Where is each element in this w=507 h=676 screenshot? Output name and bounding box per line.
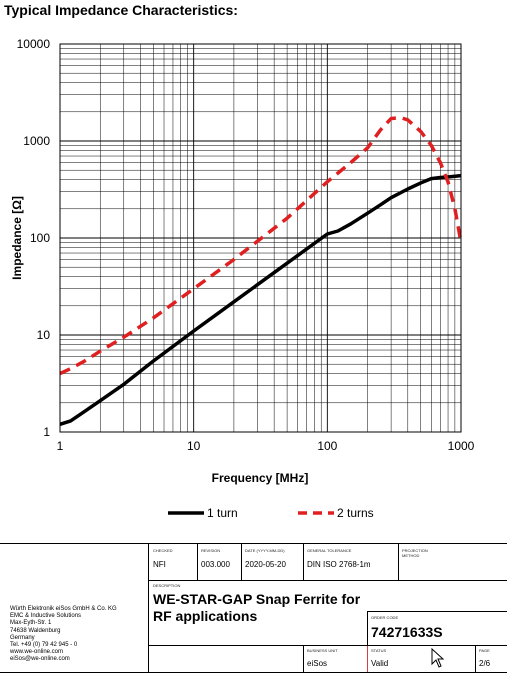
legend-label: 2 turns bbox=[337, 506, 374, 520]
company-line: EMC & Inductive Solutions bbox=[10, 613, 82, 620]
projection-caption: PROJECTION METHOD bbox=[402, 548, 428, 558]
y-tick-label: 1000 bbox=[23, 134, 50, 148]
y-tick-label: 10 bbox=[37, 328, 51, 342]
y-tick-label: 10000 bbox=[17, 37, 51, 51]
y-tick-label: 1 bbox=[43, 425, 50, 439]
company-line[interactable]: eiSos@we-online.com bbox=[10, 656, 70, 663]
tolerance-caption: GENERAL TOLERANCE bbox=[307, 548, 352, 553]
description-caption: DESCRIPTION bbox=[153, 583, 181, 588]
company-line: Tel. +49 (0) 79 42 945 - 0 bbox=[10, 642, 78, 649]
company-line: Würth Elektronik eiSos GmbH & Co. KG bbox=[10, 606, 117, 612]
business-unit-caption: BUSINESS UNIT bbox=[307, 648, 338, 653]
legend-label: 1 turn bbox=[207, 506, 238, 520]
x-tick-label: 100 bbox=[317, 439, 337, 453]
company-line[interactable]: www.we-online.com bbox=[10, 649, 64, 656]
status-caption: STATUS bbox=[371, 648, 387, 653]
y-tick-label: 100 bbox=[30, 231, 50, 245]
series-line-2 bbox=[59, 115, 463, 376]
series-line-1 bbox=[59, 173, 462, 426]
tick-labels: 1 10 100 1000 1 10 100 1000 10000 bbox=[17, 37, 475, 453]
tolerance-value: DIN ISO 2768-1m bbox=[307, 560, 371, 569]
checked-caption: CHECKED bbox=[153, 548, 173, 553]
company-line: Germany bbox=[10, 634, 35, 641]
plot-frame bbox=[59, 43, 462, 433]
mouse-cursor-icon bbox=[431, 648, 445, 668]
page-title: Typical Impedance Characteristics: bbox=[4, 2, 238, 18]
status-value: Valid bbox=[371, 659, 389, 668]
company-address: Würth Elektronik eiSos GmbH & Co. KG EMC… bbox=[10, 606, 117, 664]
x-tick-label: 1 bbox=[57, 439, 64, 453]
company-line: Max-Eyth-Str. 1 bbox=[10, 620, 52, 627]
date-caption: DATE (YYYY-MM-DD) bbox=[245, 548, 285, 553]
order-code-value: 74271633S bbox=[371, 624, 443, 640]
order-code-caption: ORDER CODE bbox=[371, 615, 399, 620]
page-value: 2/6 bbox=[479, 659, 491, 668]
x-tick-label: 1000 bbox=[448, 439, 475, 453]
date-value: 2020-05-20 bbox=[245, 560, 286, 569]
business-unit-value: eiSos bbox=[307, 659, 328, 668]
y-axis-label: Impedance [Ω] bbox=[10, 196, 24, 280]
description-value: WE-STAR-GAP Snap Ferrite for RF applicat… bbox=[153, 591, 361, 624]
x-axis-label: Frequency [MHz] bbox=[212, 471, 309, 485]
x-tick-label: 10 bbox=[187, 439, 201, 453]
checked-value: NFI bbox=[153, 560, 166, 569]
revision-caption: REVISION bbox=[201, 548, 221, 553]
legend: 1 turn 2 turns bbox=[168, 506, 374, 520]
page-caption: PAGE bbox=[479, 648, 490, 653]
company-line: 74638 Waldenburg bbox=[10, 627, 61, 634]
revision-value: 003.000 bbox=[201, 560, 230, 569]
chart-series bbox=[59, 115, 463, 426]
